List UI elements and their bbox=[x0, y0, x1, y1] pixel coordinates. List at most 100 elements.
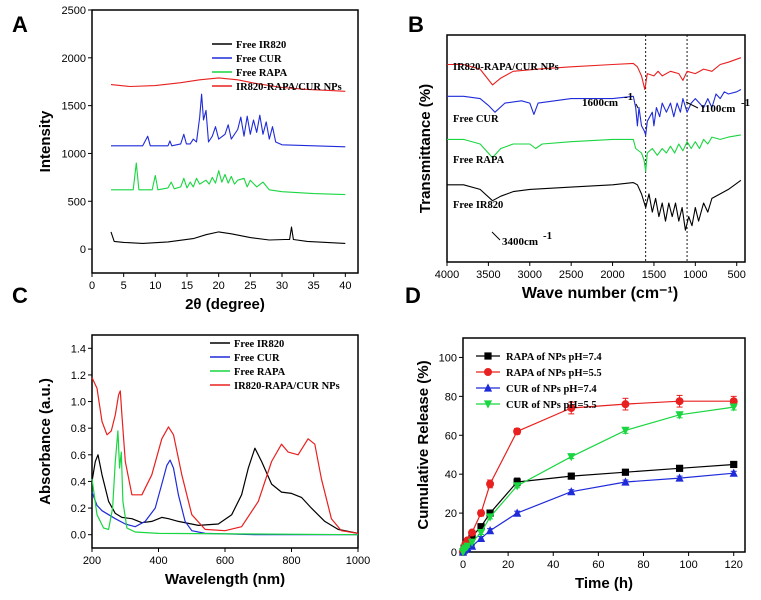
panel-d-data-point bbox=[463, 542, 472, 551]
panel-c-legend-label: Free RAPA bbox=[234, 367, 286, 378]
panel-b-arrow-1100 bbox=[685, 101, 699, 109]
panel-c-ytick-label: 1.4 bbox=[71, 343, 86, 355]
panel-label-D: D bbox=[405, 283, 421, 308]
panel-c-xtick-label: 400 bbox=[149, 555, 167, 567]
panel-c-axes-frame bbox=[91, 334, 359, 549]
panel-d-data-point bbox=[675, 411, 684, 420]
panel-d-data-point bbox=[485, 513, 495, 522]
panel-a-ytick-label: 500 bbox=[68, 196, 86, 208]
panel-a-legend-label: Free CUR bbox=[236, 54, 282, 65]
panel-a-xtick-label: 35 bbox=[308, 280, 320, 292]
panel-d-legend-label: CUR of NPs pH=7.4 bbox=[506, 384, 597, 395]
panel-d-ytick-label: 100 bbox=[439, 352, 457, 364]
panel-d-data-point bbox=[467, 538, 477, 547]
panel-b-annotation-exp: -1 bbox=[624, 91, 633, 103]
panel-a-ytick-label: 2000 bbox=[62, 53, 86, 65]
panel-d-data-point bbox=[513, 478, 521, 486]
panel-c-ytick-label: 0.2 bbox=[71, 503, 86, 515]
panel-b-xtick-label: 1000 bbox=[683, 269, 707, 281]
panel-a-legend-label: Free RAPA bbox=[236, 68, 288, 79]
panel-d-ytick-label: 80 bbox=[445, 391, 457, 403]
panel-d-data-point bbox=[675, 464, 684, 472]
panel-a-xtick-label: 10 bbox=[149, 280, 161, 292]
panel-c-ytick-label: 0.8 bbox=[71, 423, 86, 435]
panel-a-ytick-label: 2500 bbox=[62, 5, 86, 17]
panel-a-ytick-label: 1500 bbox=[62, 101, 86, 113]
panel-b-series-label: IR820-RAPA/CUR NPs bbox=[453, 62, 559, 73]
panel-b-ylabel: Transmittance (%) bbox=[417, 84, 434, 213]
panel-d-data-point bbox=[729, 468, 738, 477]
panel-a-xtick-label: 40 bbox=[339, 280, 351, 292]
panel-d-data-point bbox=[675, 397, 684, 406]
panel-d-data-point bbox=[567, 404, 576, 413]
panel-d-xtick-label: 120 bbox=[725, 559, 743, 571]
panel-d-legend-label: RAPA of NPs pH=7.4 bbox=[506, 352, 602, 363]
panel-d-data-point bbox=[675, 473, 684, 482]
panel-a-legend-label: Free IR820 bbox=[236, 40, 286, 51]
panel-label-B: B bbox=[408, 12, 424, 37]
panel-d-xlabel: Time (h) bbox=[575, 575, 633, 592]
panel-b-annotation-1100: 1100cm bbox=[700, 103, 735, 115]
panel-d-series-line bbox=[462, 472, 734, 553]
panel-d-data-point bbox=[621, 400, 630, 409]
panel-b-series-label: Free CUR bbox=[453, 114, 499, 125]
panel-d-data-point bbox=[486, 479, 495, 488]
panel-a-series-line bbox=[111, 93, 346, 148]
panel-d-legend-marker bbox=[483, 383, 493, 392]
panel-b-xlabel: Wave number (cm⁻¹) bbox=[522, 285, 678, 302]
panel-d-data-point bbox=[621, 468, 630, 476]
panel-b-xtick-label: 3000 bbox=[518, 269, 542, 281]
panel-b-series-label: Free IR820 bbox=[453, 200, 503, 211]
panel-d-data-point bbox=[477, 523, 485, 531]
panel-d-data-point bbox=[485, 526, 495, 535]
panel-c-ytick-label: 1.0 bbox=[71, 397, 86, 409]
panel-a-ylabel: Intensity bbox=[37, 110, 54, 172]
panel-c-xtick-label: 1000 bbox=[346, 555, 370, 567]
panel-d-legend-label: RAPA of NPs pH=5.5 bbox=[506, 368, 602, 379]
panel-b-xtick-label: 2000 bbox=[600, 269, 624, 281]
panel-d-xtick-label: 40 bbox=[547, 559, 559, 571]
panel-b-annotation-exp: -1 bbox=[741, 97, 750, 109]
panel-d-data-point bbox=[621, 426, 630, 436]
panel-d-data-point bbox=[513, 508, 522, 517]
panel-b-xtick-label: 2500 bbox=[559, 269, 583, 281]
panel-c-series-line bbox=[91, 447, 359, 534]
panel-a-series-line bbox=[111, 162, 346, 196]
panel-d-xtick-label: 20 bbox=[502, 559, 514, 571]
panel-b-annotation-exp: -1 bbox=[543, 230, 552, 242]
panel-d-data-point bbox=[486, 509, 494, 517]
panel-d-ytick-label: 60 bbox=[445, 430, 457, 442]
panel-c-ytick-label: 0.6 bbox=[71, 450, 86, 462]
panel-label-C: C bbox=[12, 283, 28, 308]
panel-d-data-point bbox=[476, 528, 486, 538]
panel-b-series-line bbox=[447, 89, 742, 136]
panel-d-xtick-label: 0 bbox=[460, 559, 466, 571]
panel-c-series-line bbox=[91, 459, 358, 536]
panel-c-ytick-label: 0.0 bbox=[71, 530, 86, 542]
panel-d-data-point bbox=[463, 536, 472, 545]
panel-b-axes-frame bbox=[446, 34, 746, 263]
panel-c-ylabel: Absorbance (a.u.) bbox=[37, 378, 54, 505]
panel-c-legend-label: IR820-RAPA/CUR NPs bbox=[234, 381, 340, 392]
panel-b-arrow-3400 bbox=[491, 231, 501, 241]
panel-d-data-point bbox=[513, 482, 522, 491]
panel-a-xtick-label: 0 bbox=[89, 280, 95, 292]
panel-d-xtick-label: 80 bbox=[637, 559, 649, 571]
panel-c-xtick-label: 800 bbox=[282, 555, 300, 567]
panel-b-xtick-label: 4000 bbox=[435, 269, 459, 281]
panel-b-annotation-1600: 1600cm bbox=[582, 97, 618, 109]
panel-d-data-point bbox=[477, 509, 486, 518]
panel-d-data-point bbox=[729, 403, 738, 412]
panel-d-data-point bbox=[621, 477, 630, 486]
panel-d-data-point bbox=[730, 460, 738, 469]
panel-b-series-line bbox=[447, 134, 741, 172]
panel-d-ytick-label: 20 bbox=[445, 508, 457, 520]
panel-a-xtick-label: 25 bbox=[244, 280, 256, 292]
panel-b-series-line bbox=[447, 179, 742, 231]
panel-d-ytick-label: 40 bbox=[445, 469, 457, 481]
panel-a-series-line bbox=[110, 226, 346, 244]
panel-a-ytick-label: 1000 bbox=[62, 148, 86, 160]
panel-d-legend-marker bbox=[484, 368, 492, 376]
panel-b-series-label: Free RAPA bbox=[453, 155, 505, 166]
